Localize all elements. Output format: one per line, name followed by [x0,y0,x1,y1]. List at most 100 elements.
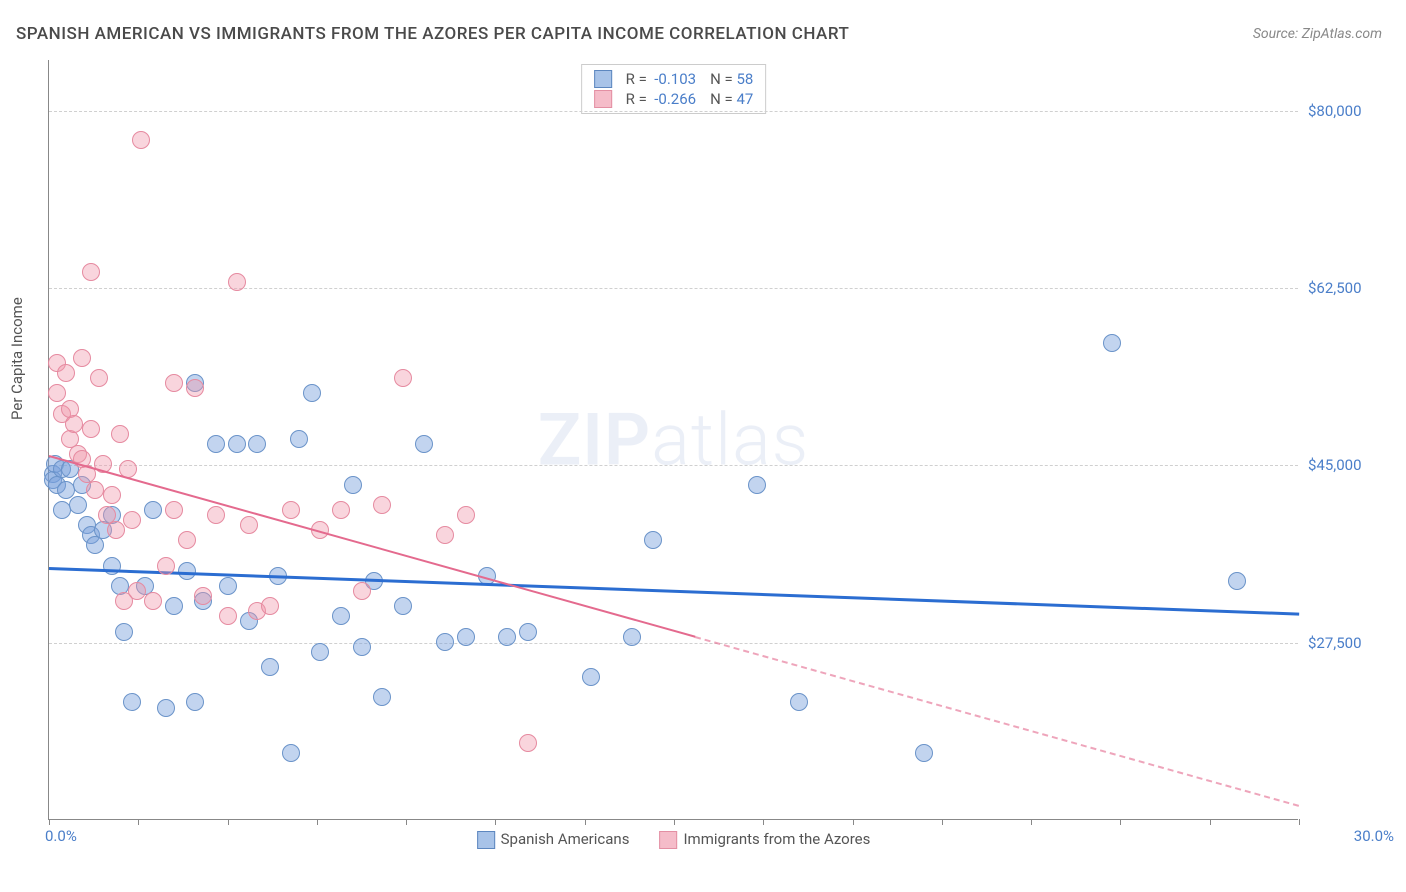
scatter-point [332,607,350,625]
scatter-point [373,496,391,514]
scatter-point [65,415,83,433]
scatter-point [219,577,237,595]
scatter-point [132,131,150,149]
y-tick-label: $27,500 [1308,634,1388,652]
legend-swatch [477,831,495,849]
scatter-point [498,628,516,646]
scatter-point [57,364,75,382]
scatter-point [73,349,91,367]
scatter-point [186,693,204,711]
x-tick [942,819,943,825]
x-tick [1210,819,1211,825]
legend-r-label: R = -0.266 [626,90,696,108]
x-tick [674,819,675,825]
watermark: ZIPatlas [538,397,810,482]
x-tick [1031,819,1032,825]
scatter-point [394,597,412,615]
scatter-point [90,369,108,387]
scatter-point [107,521,125,539]
series-legend: Spanish Americans Immigrants from the Azo… [477,830,871,849]
scatter-point [219,607,237,625]
stats-legend: R = -0.103 N = 58R = -0.266N = 47 [581,64,767,114]
scatter-point [261,597,279,615]
scatter-point [282,501,300,519]
stats-legend-row: R = -0.103 N = 58 [594,69,754,89]
scatter-point [436,526,454,544]
x-tick [406,819,407,825]
trend-line [695,636,1300,807]
x-tick [1120,819,1121,825]
source-label: Source: ZipAtlas.com [1253,26,1382,42]
scatter-point [111,425,129,443]
scatter-point [165,597,183,615]
scatter-point [82,263,100,281]
scatter-point [157,699,175,717]
legend-r-label: R = -0.103 [626,70,696,88]
scatter-point [165,374,183,392]
scatter-point [123,693,141,711]
y-axis-label: Per Capita Income [8,297,26,420]
legend-swatch [659,831,677,849]
legend-n-label: N = 58 [710,70,753,88]
x-tick [763,819,764,825]
scatter-point [157,557,175,575]
x-tick [228,819,229,825]
series-legend-item: Spanish Americans [477,830,630,849]
scatter-point [123,511,141,529]
x-tick [138,819,139,825]
chart-title: SPANISH AMERICAN VS IMMIGRANTS FROM THE … [16,24,849,44]
scatter-point [228,273,246,291]
x-tick [317,819,318,825]
series-name: Immigrants from the Azores [683,830,870,848]
scatter-point [353,638,371,656]
scatter-point [436,633,454,651]
scatter-point [178,562,196,580]
legend-swatch [594,70,612,88]
x-tick [853,819,854,825]
scatter-point [623,628,641,646]
scatter-point [178,531,196,549]
scatter-point [207,506,225,524]
scatter-point [261,658,279,676]
scatter-point [394,369,412,387]
scatter-point [115,623,133,641]
trend-line [49,455,695,638]
x-tick [495,819,496,825]
scatter-point [82,420,100,438]
scatter-point [282,744,300,762]
scatter-point [240,516,258,534]
x-tick [49,819,50,825]
gridline [49,643,1298,644]
scatter-point [644,531,662,549]
scatter-point [457,506,475,524]
scatter-point [748,476,766,494]
scatter-point [1228,572,1246,590]
gridline [49,111,1298,112]
scatter-point [53,501,71,519]
y-tick-label: $80,000 [1308,102,1388,120]
x-axis-max-label: 30.0% [1354,827,1394,845]
scatter-point [353,582,371,600]
scatter-point [128,582,146,600]
trend-line [49,567,1299,615]
y-tick-label: $45,000 [1308,456,1388,474]
scatter-point [228,435,246,453]
scatter-point [57,481,75,499]
scatter-point [103,486,121,504]
scatter-point [915,744,933,762]
scatter-point [207,435,225,453]
x-axis-min-label: 0.0% [45,827,77,845]
scatter-point [144,592,162,610]
scatter-point [1103,334,1121,352]
series-name: Spanish Americans [501,830,630,848]
legend-swatch [594,90,612,108]
scatter-point [582,668,600,686]
scatter-point [69,496,87,514]
scatter-point [303,384,321,402]
scatter-point [48,384,66,402]
stats-legend-row: R = -0.266N = 47 [594,89,754,109]
scatter-point [165,501,183,519]
scatter-point [344,476,362,494]
scatter-point [194,587,212,605]
scatter-point [790,693,808,711]
